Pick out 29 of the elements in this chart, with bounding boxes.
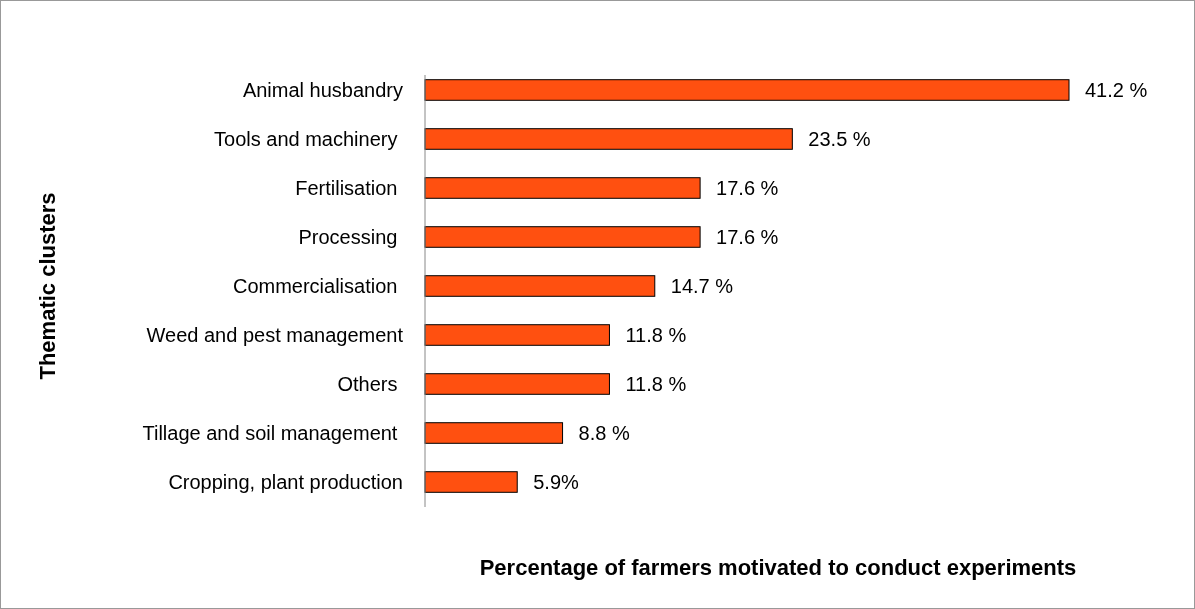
data-label: 11.8 % xyxy=(625,324,687,346)
bar xyxy=(424,128,793,150)
bar xyxy=(424,226,701,248)
y-tick-label: Others xyxy=(337,373,403,395)
x-axis-title: Percentage of farmers motivated to conduct experiments xyxy=(479,555,1077,580)
bar xyxy=(424,471,518,493)
bar xyxy=(424,275,656,297)
bar xyxy=(424,324,610,346)
data-label: 41.2 % xyxy=(1085,78,1148,101)
y-tick-label: Tillage and soil management xyxy=(142,422,403,445)
bar xyxy=(424,79,1070,101)
y-tick-label: Cropping, plant production xyxy=(168,471,403,494)
data-label: 17.6 % xyxy=(716,177,779,199)
y-tick-label: Processing xyxy=(298,226,403,248)
bar xyxy=(424,177,701,199)
y-tick-label: Tools and machinery xyxy=(214,127,403,150)
data-label: 14.7 % xyxy=(670,275,734,297)
y-tick-label: Commercialisation xyxy=(232,275,403,297)
data-label: 5.9% xyxy=(533,471,580,494)
y-tick-label: Weed and pest management xyxy=(146,324,404,346)
data-label: 23.5 % xyxy=(808,127,871,150)
data-label: 8.8 % xyxy=(578,422,630,445)
y-tick-label: Animal husbandry xyxy=(242,78,403,101)
data-label: 17.6 % xyxy=(716,226,779,248)
bar xyxy=(424,373,610,395)
bar xyxy=(424,422,564,444)
data-label: 11.8 % xyxy=(625,373,687,395)
y-axis-title: Thematic clusters xyxy=(35,192,60,380)
y-tick-label: Fertilisation xyxy=(295,177,403,199)
